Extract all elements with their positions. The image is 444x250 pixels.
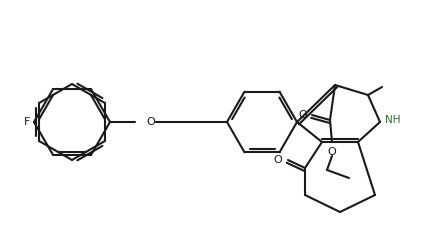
Text: O: O [298, 110, 307, 120]
Text: NH: NH [385, 115, 400, 125]
Text: O: O [328, 147, 337, 157]
Text: O: O [147, 117, 155, 127]
Text: O: O [273, 155, 282, 165]
Text: F: F [24, 117, 30, 127]
